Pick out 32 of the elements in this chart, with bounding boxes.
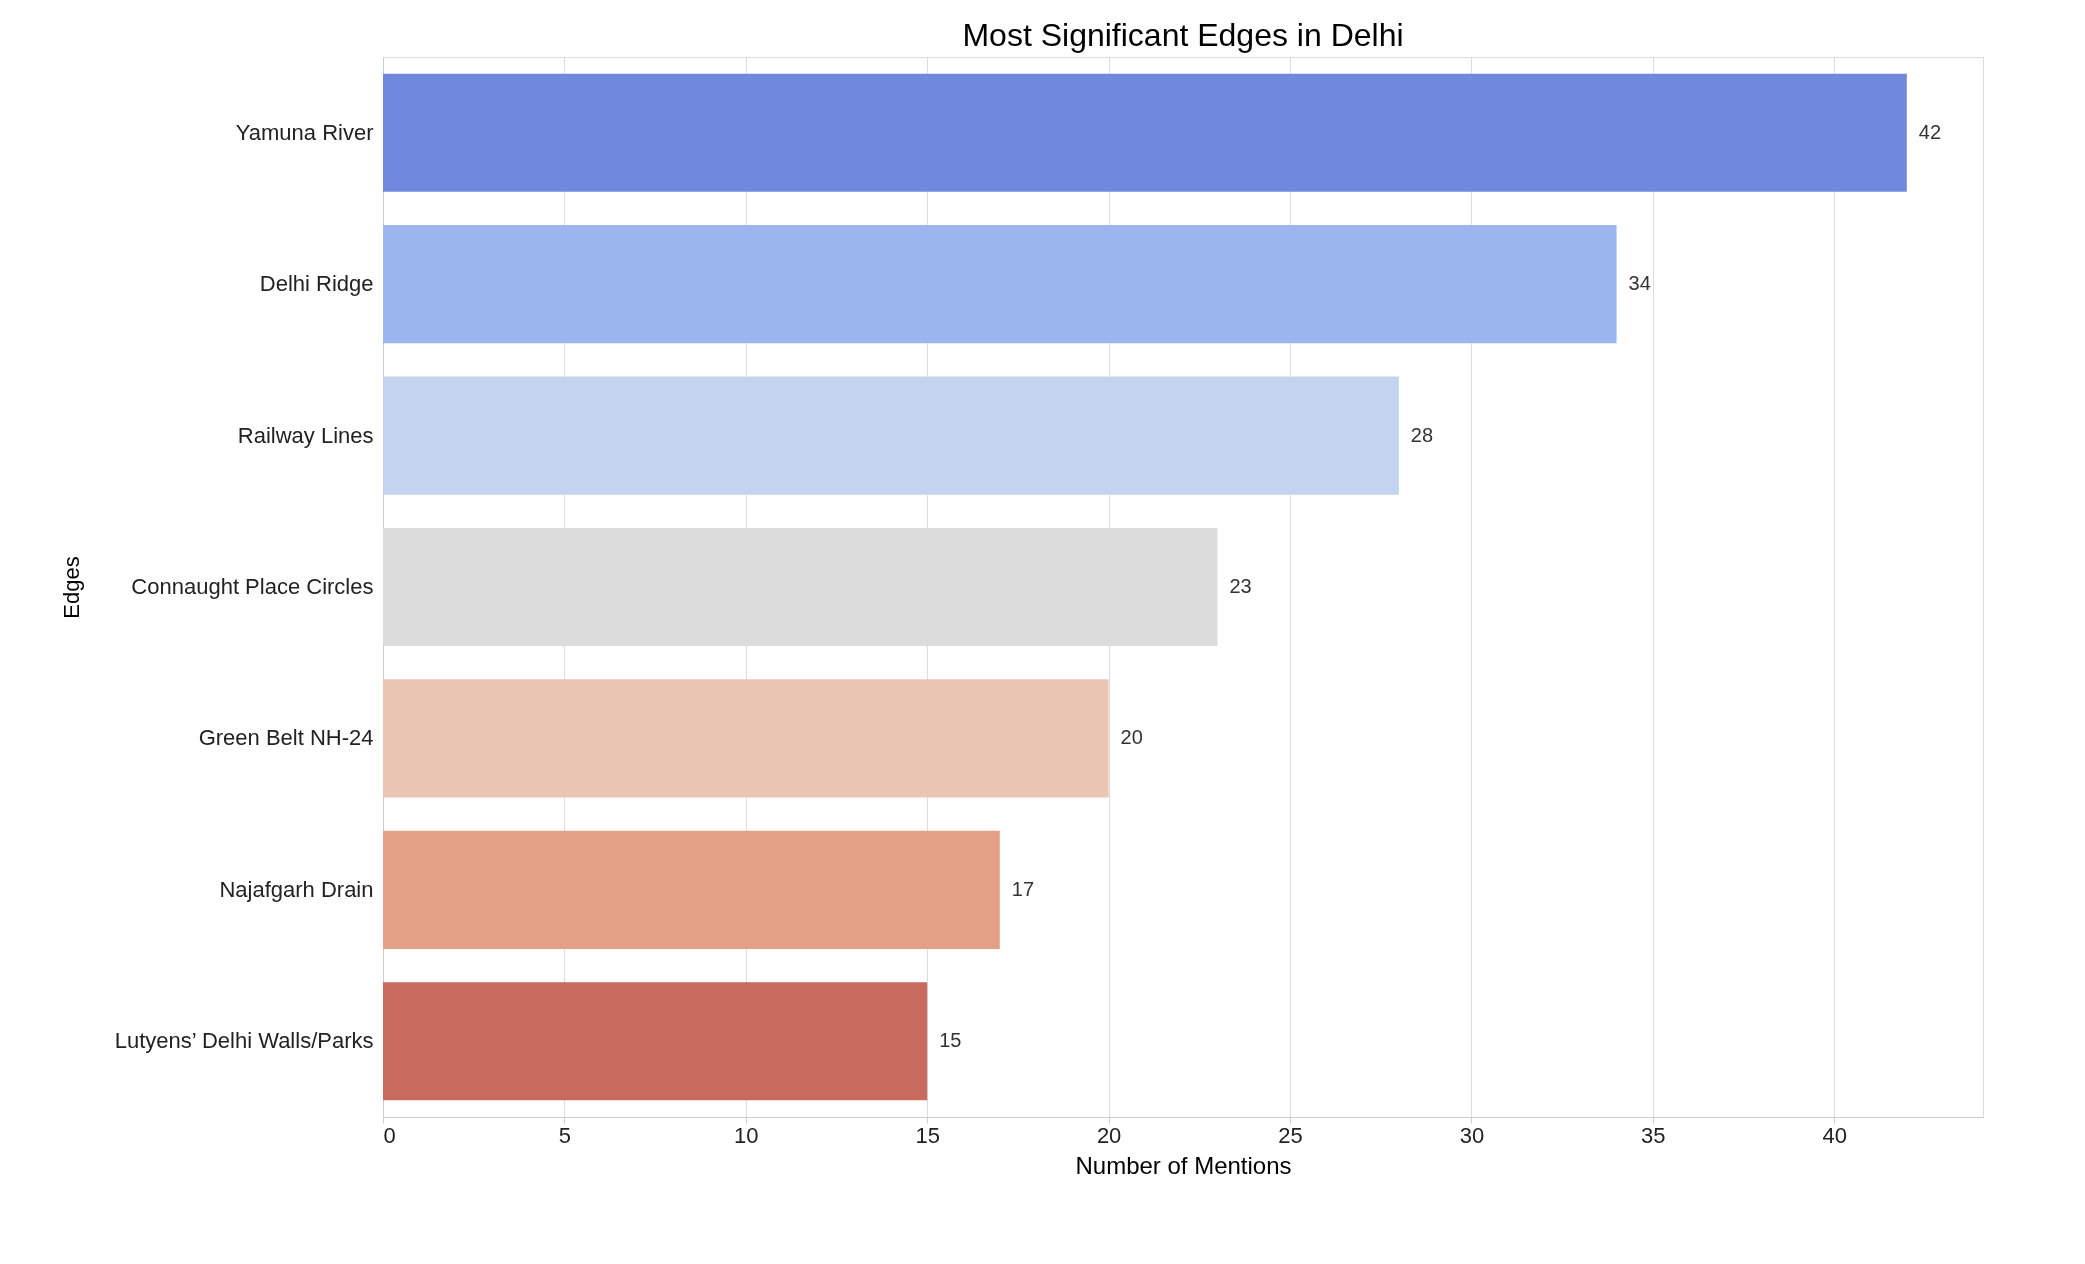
- y-tick-label: Najafgarh Drain: [219, 876, 374, 902]
- bar: [383, 830, 1000, 949]
- bar: [383, 982, 928, 1101]
- x-tick-label: 15: [915, 1122, 940, 1148]
- data-label: 28: [1410, 423, 1434, 446]
- bar: [383, 376, 1399, 495]
- x-tick-label: 25: [1278, 1122, 1303, 1148]
- data-label: 15: [939, 1029, 962, 1052]
- x-tick-label: 20: [1096, 1122, 1122, 1148]
- x-tick-label: 5: [558, 1122, 572, 1148]
- x-axis-title: Number of Mentions: [1075, 1151, 1292, 1179]
- y-tick-label: Lutyens’ Delhi Walls/Parks: [114, 1028, 374, 1054]
- bar: [383, 225, 1617, 344]
- x-tick-label: 35: [1641, 1122, 1666, 1148]
- y-tick-label: Green Belt NH-24: [198, 725, 374, 751]
- data-label: 20: [1120, 726, 1143, 749]
- y-tick-label: Connaught Place Circles: [131, 574, 374, 599]
- bar: [383, 73, 1907, 192]
- y-tick-label: Railway Lines: [237, 422, 374, 448]
- y-axis-title: Edges: [58, 556, 84, 619]
- data-label: 23: [1229, 575, 1252, 597]
- x-tick-label: 30: [1459, 1122, 1485, 1148]
- x-tick-label: 10: [734, 1122, 759, 1148]
- y-tick-label: Yamuna River: [235, 119, 374, 145]
- bar: [383, 679, 1109, 798]
- x-tick-label: 0: [383, 1122, 396, 1148]
- y-tick-label: Delhi Ridge: [259, 271, 374, 297]
- data-label: 42: [1918, 120, 1942, 143]
- data-label: 34: [1628, 272, 1651, 295]
- data-label: 17: [1011, 877, 1035, 900]
- x-tick-label: 40: [1822, 1122, 1847, 1148]
- chart-title: Most Significant Edges in Delhi: [962, 17, 1404, 53]
